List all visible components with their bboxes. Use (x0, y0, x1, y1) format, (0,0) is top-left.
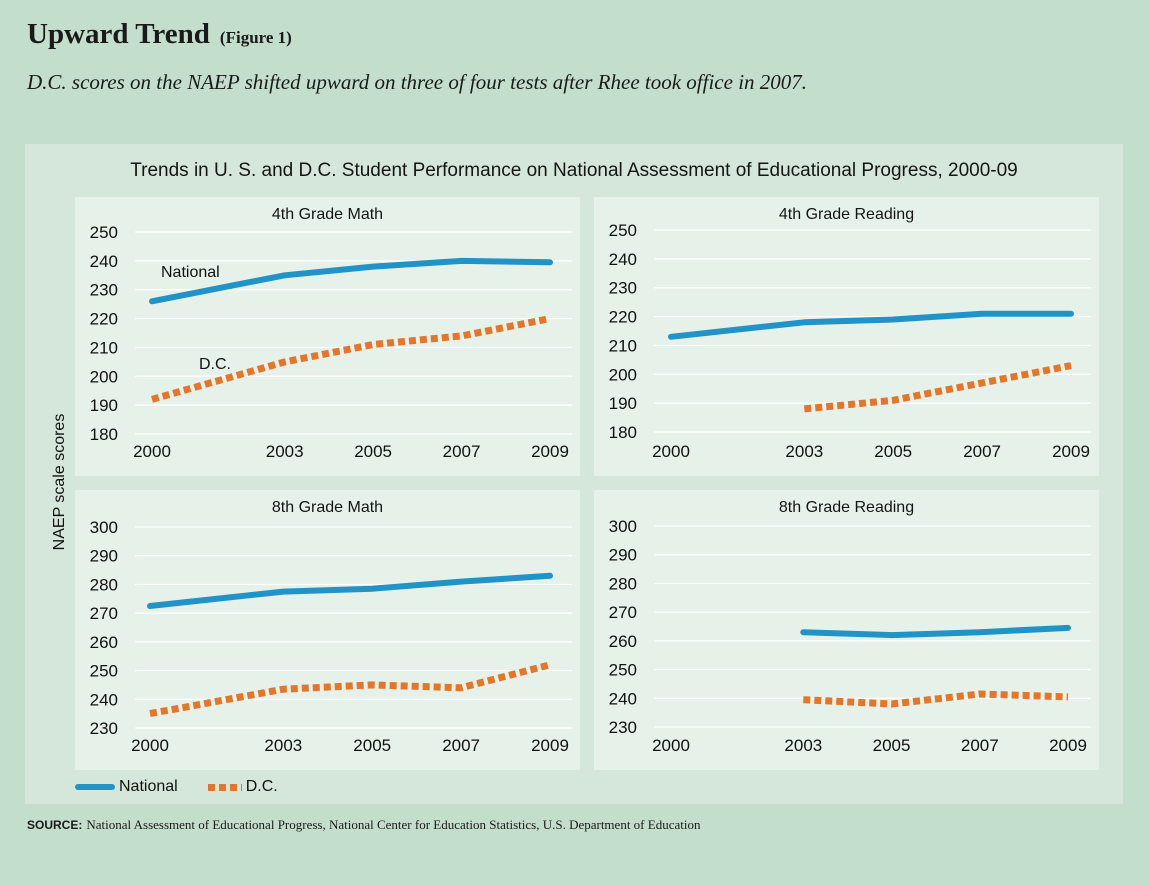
panel-title: 4th Grade Math (272, 206, 383, 223)
x-tick-label: 2000 (131, 736, 169, 755)
y-tick-label: 250 (90, 662, 118, 681)
x-tick-label: 2003 (264, 736, 302, 755)
y-tick-label: 200 (609, 365, 637, 384)
source-text: National Assessment of Educational Progr… (86, 817, 701, 832)
legend-swatch-dc (207, 783, 242, 791)
y-tick-label: 270 (609, 603, 637, 622)
series-line-dc (803, 690, 1069, 708)
y-tick-label: 250 (609, 661, 637, 680)
y-tick-label: 240 (609, 250, 637, 269)
series-line-national (668, 310, 1074, 340)
panel-title: 4th Grade Reading (779, 206, 914, 223)
y-tick-label: 280 (90, 575, 118, 594)
y-tick-label: 210 (90, 338, 118, 357)
series-line-dc (151, 315, 551, 403)
figure-tag: (Figure 1) (219, 28, 292, 47)
y-tick-label: 180 (90, 425, 118, 444)
y-tick-label: 250 (90, 223, 118, 242)
y-tick-label: 290 (609, 546, 637, 565)
x-tick-label: 2007 (961, 736, 999, 755)
x-tick-label: 2009 (531, 442, 569, 461)
y-tick-label: 260 (609, 632, 637, 651)
y-tick-label: 240 (609, 689, 637, 708)
legend: National D.C. (75, 778, 308, 796)
x-tick-label: 2005 (353, 736, 391, 755)
x-tick-label: 2007 (442, 736, 480, 755)
chart-heading: Trends in U. S. and D.C. Student Perform… (130, 160, 1018, 181)
y-tick-label: 190 (609, 394, 637, 413)
x-tick-label: 2007 (963, 442, 1001, 461)
y-tick-label: 230 (90, 281, 118, 300)
x-tick-label: 2007 (443, 442, 481, 461)
panel-title: 8th Grade Reading (779, 499, 914, 516)
annotation-national: National (161, 264, 220, 281)
source-label: SOURCE: (27, 818, 83, 832)
y-tick-label: 260 (90, 633, 118, 652)
figure-title-text: Upward Trend (27, 18, 210, 50)
y-tick-label: 220 (609, 308, 637, 327)
x-tick-label: 2003 (784, 736, 822, 755)
x-tick-label: 2005 (873, 736, 911, 755)
legend-item-national: National (75, 778, 178, 796)
y-tick-label: 210 (609, 336, 637, 355)
x-tick-label: 2005 (354, 442, 392, 461)
figure-subtitle: D.C. scores on the NAEP shifted upward o… (27, 70, 808, 94)
figure-title: Upward Trend (Figure 1) (27, 18, 292, 51)
y-tick-label: 180 (609, 423, 637, 442)
legend-label-dc: D.C. (245, 778, 278, 795)
y-tick-label: 290 (90, 547, 118, 566)
series-line-national (800, 624, 1071, 639)
series-line-national (149, 257, 553, 305)
legend-item-dc: D.C. (207, 778, 278, 796)
x-tick-label: 2009 (1049, 736, 1087, 755)
series-line-dc (149, 661, 551, 718)
x-tick-label: 2003 (785, 442, 823, 461)
y-tick-label: 220 (90, 310, 118, 329)
y-tick-label: 250 (609, 221, 637, 240)
chart-panel-3 (75, 490, 580, 770)
chart-panel-1 (75, 197, 580, 476)
y-tick-label: 300 (90, 518, 118, 537)
x-tick-label: 2009 (531, 736, 569, 755)
series-line-national (147, 572, 553, 609)
legend-swatch-national (75, 784, 115, 790)
y-tick-label: 200 (90, 367, 118, 386)
panel-title: 8th Grade Math (272, 499, 383, 516)
y-tick-label: 240 (90, 690, 118, 709)
source-note: SOURCE: National Assessment of Educationa… (27, 817, 700, 833)
x-tick-label: 2005 (874, 442, 912, 461)
y-tick-label: 280 (609, 574, 637, 593)
x-tick-label: 2009 (1052, 442, 1090, 461)
x-tick-label: 2003 (266, 442, 304, 461)
y-tick-label: 300 (609, 517, 637, 536)
series-line-dc (803, 362, 1072, 413)
y-tick-label: 230 (90, 719, 118, 738)
y-tick-label: 190 (90, 396, 118, 415)
y-tick-label: 230 (609, 279, 637, 298)
y-tick-label: 240 (90, 252, 118, 271)
y-tick-label: 270 (90, 604, 118, 623)
x-tick-label: 2000 (652, 442, 690, 461)
legend-label-national: National (119, 778, 178, 795)
annotation-dc: D.C. (199, 356, 231, 373)
x-tick-label: 2000 (652, 736, 690, 755)
x-tick-label: 2000 (133, 442, 171, 461)
y-tick-label: 230 (609, 718, 637, 737)
